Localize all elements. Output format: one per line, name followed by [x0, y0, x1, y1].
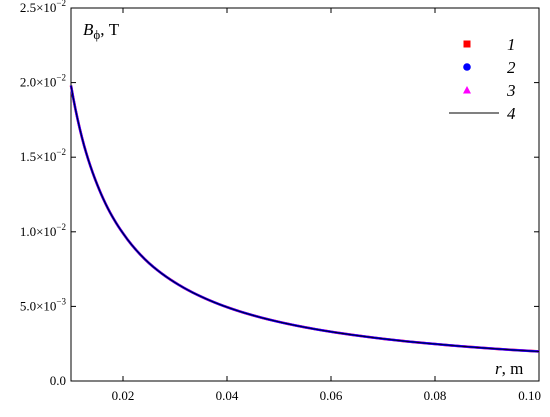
legend-label-3: 3	[506, 81, 516, 100]
series-lines	[69, 85, 540, 353]
x-axis-unit: , m	[502, 359, 524, 378]
legend-marker-2	[463, 63, 471, 71]
y-tick-label-1: 5.0×10−3	[20, 296, 67, 313]
legend-marker-1	[463, 40, 471, 48]
y-tick-label-5: 2.5×10−2	[20, 0, 66, 15]
y-tick-label-2: 1.0×10−2	[20, 222, 66, 239]
plot-frame	[70, 7, 540, 382]
series-line-2	[69, 85, 540, 353]
y-axis-symbol: B	[83, 20, 94, 39]
legend-label-4: 4	[507, 104, 516, 123]
y-axis-title: Bϕ, T	[83, 20, 120, 42]
x-axis-ticks: 0.02 0.04 0.06 0.08 0.10	[112, 8, 541, 403]
legend-label-2: 2	[507, 58, 516, 77]
y-axis-ticks: 0.0 5.0×10−3 1.0×10−2 1.5×10−2 2.0×10−2 2.5×1…	[20, 0, 539, 388]
y-tick-label-4: 2.0×10−2	[20, 73, 66, 90]
series-line-3	[69, 85, 540, 353]
y-axis-unit: , T	[100, 20, 120, 39]
x-tick-label-1: 0.04	[216, 388, 239, 403]
y-tick-label-3: 1.5×10−2	[20, 147, 66, 164]
x-tick-label-0: 0.02	[112, 388, 135, 403]
legend-label-1: 1	[507, 35, 516, 54]
legend: 1 2 3 4	[449, 35, 516, 123]
x-axis-symbol: r	[495, 359, 502, 378]
x-axis-title: r, m	[495, 359, 523, 378]
x-tick-label-2: 0.06	[320, 388, 343, 403]
series-line-4	[70, 85, 540, 352]
y-axis-subscript: ϕ	[93, 27, 100, 42]
x-tick-label-4: 0.10	[518, 388, 541, 403]
y-tick-label-0: 0.0	[50, 373, 66, 388]
x-tick-label-3: 0.08	[424, 388, 447, 403]
legend-marker-3	[463, 86, 471, 94]
series-line-1	[69, 85, 540, 353]
